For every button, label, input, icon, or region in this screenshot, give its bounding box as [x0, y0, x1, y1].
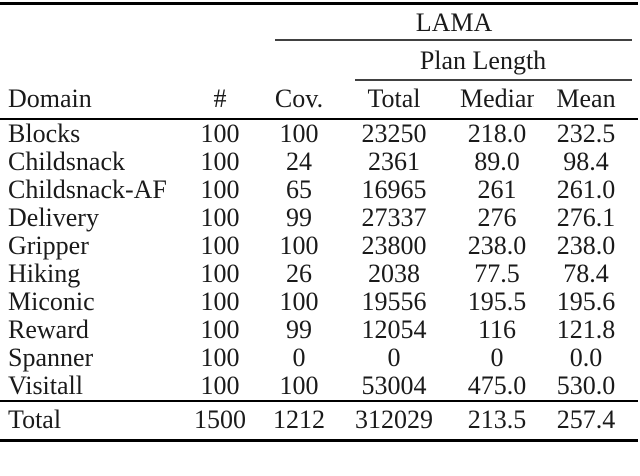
footer-cell-count: 1500	[170, 399, 270, 441]
table-row-childsnack-af: Childsnack-AF 100 65 16965 261 261.0	[0, 176, 638, 204]
cell-domain: Spanner	[8, 343, 94, 372]
cell-domain: Delivery	[8, 203, 99, 232]
cell-domain: Hiking	[8, 259, 81, 288]
cell-median: 89.0	[474, 147, 520, 176]
cell-domain: Visitall	[8, 371, 83, 400]
col-header-coverage: Cov.	[270, 80, 328, 120]
cell-median: 238.0	[467, 231, 527, 260]
cell-coverage: 100	[279, 231, 319, 260]
subgroup-header-plan-length: Plan Length	[328, 41, 638, 81]
footer-cell-mean: 257.4	[534, 399, 638, 441]
results-table: LAMA Plan Length Domain # Cov. Total Med…	[0, 2, 638, 442]
cell-domain: Blocks	[8, 118, 81, 148]
table-row-childsnack: Childsnack 100 24 2361 89.0 98.4	[0, 148, 638, 176]
cell-count: 100	[200, 371, 240, 400]
footer-cell-median: 213.5	[460, 399, 534, 441]
table-row-blocks: Blocks 100 100 23250 218.0 232.5	[0, 119, 638, 148]
col-header-count: #	[170, 80, 270, 120]
cell-total: 0	[387, 343, 401, 372]
cell-domain: Miconic	[8, 287, 95, 316]
footer-cell-total: 312029	[328, 399, 460, 441]
col-header-total: Total	[328, 80, 460, 120]
cell-coverage: 0	[292, 343, 306, 372]
cell-total: 27337	[361, 203, 427, 232]
cell-total: 23800	[361, 231, 427, 260]
cell-count: 100	[200, 147, 240, 176]
cell-total: 2038	[368, 259, 420, 288]
cell-domain: Gripper	[8, 231, 89, 260]
cell-median: 276	[477, 203, 517, 232]
table-row-spanner: Spanner 100 0 0 0 0.0	[0, 344, 638, 372]
cell-median: 218.0	[467, 118, 527, 148]
cell-median: 195.5	[467, 287, 527, 316]
cell-median: 0	[490, 343, 504, 372]
cell-count: 100	[200, 259, 240, 288]
cell-median: 261	[477, 175, 517, 204]
cell-mean: 238.0	[556, 231, 616, 260]
column-header-row: Domain # Cov. Total Median Mean	[0, 80, 638, 120]
cell-total: 16965	[361, 175, 427, 204]
cell-total: 23250	[361, 118, 427, 148]
table-row-gripper: Gripper 100 100 23800 238.0 238.0	[0, 232, 638, 260]
cell-mean: 98.4	[563, 147, 609, 176]
cell-count: 100	[200, 231, 240, 260]
cell-domain: Reward	[8, 315, 89, 344]
cell-total: 2361	[368, 147, 420, 176]
footer-cell-domain: Total	[0, 399, 170, 441]
cell-count: 100	[200, 287, 240, 316]
cell-domain: Childsnack	[8, 147, 125, 176]
group-header-lama: LAMA	[270, 4, 638, 41]
col-header-domain: Domain	[0, 80, 170, 120]
footer-cell-coverage: 1212	[270, 399, 328, 441]
cell-mean: 78.4	[563, 259, 609, 288]
cell-count: 100	[200, 118, 240, 148]
cell-median: 77.5	[474, 259, 520, 288]
cell-total: 12054	[361, 315, 427, 344]
cell-mean: 232.5	[556, 118, 616, 148]
cell-count: 100	[200, 343, 240, 372]
col-header-mean: Mean	[534, 80, 638, 120]
table-row-visitall: Visitall 100 100 53004 475.0 530.0	[0, 372, 638, 401]
cell-median: 475.0	[467, 371, 527, 400]
cell-mean: 0.0	[569, 343, 603, 372]
header-spacer	[0, 4, 270, 41]
col-header-median: Median	[460, 80, 534, 120]
cell-count: 100	[200, 175, 240, 204]
cell-coverage: 65	[286, 175, 312, 204]
cell-median: 116	[477, 315, 517, 344]
cell-coverage: 99	[286, 203, 312, 232]
cell-coverage: 24	[286, 147, 312, 176]
cell-total: 19556	[361, 287, 427, 316]
cell-mean: 530.0	[556, 371, 616, 400]
cell-coverage: 99	[286, 315, 312, 344]
cell-coverage: 100	[279, 371, 319, 400]
cell-coverage: 26	[286, 259, 312, 288]
table-footer-row-total: Total 1500 1212 312029 213.5 257.4	[0, 399, 638, 441]
table-row-miconic: Miconic 100 100 19556 195.5 195.6	[0, 288, 638, 316]
header-spacer	[0, 41, 328, 81]
cell-coverage: 100	[279, 118, 319, 148]
cell-domain: Childsnack-AF	[8, 175, 167, 204]
cell-mean: 121.8	[556, 315, 616, 344]
subgroup-header-row: Plan Length	[0, 41, 638, 81]
cell-total: 53004	[361, 371, 427, 400]
cell-mean: 261.0	[556, 175, 616, 204]
cell-coverage: 100	[279, 287, 319, 316]
cell-count: 100	[200, 203, 240, 232]
cell-count: 100	[200, 315, 240, 344]
cell-mean: 195.6	[556, 287, 616, 316]
table-row-reward: Reward 100 99 12054 116 121.8	[0, 316, 638, 344]
cell-mean: 276.1	[556, 203, 616, 232]
table-row-delivery: Delivery 100 99 27337 276 276.1	[0, 204, 638, 232]
group-header-row: LAMA	[0, 4, 638, 41]
table-row-hiking: Hiking 100 26 2038 77.5 78.4	[0, 260, 638, 288]
